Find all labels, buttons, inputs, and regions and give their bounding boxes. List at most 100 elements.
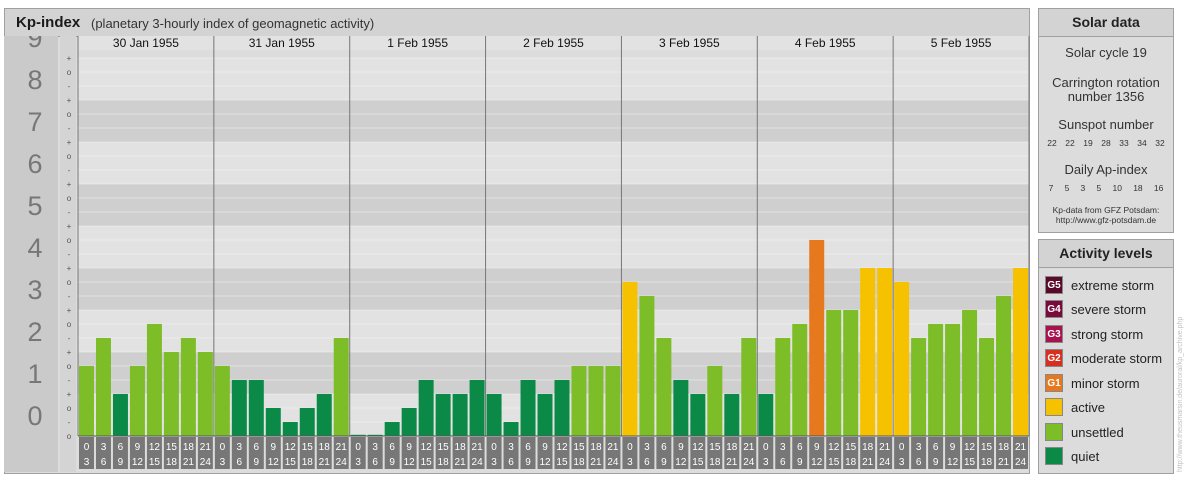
interval-end-label: 15 [285,457,297,468]
legend-item-g2: G2 moderate storm [1045,349,1162,367]
interval-start-label: 0 [84,442,90,453]
legend-swatch: G4 [1045,300,1063,318]
interval-end-label: 24 [472,457,484,468]
interval-start-label: 15 [438,442,450,453]
interval-label-background [503,437,519,469]
kp-bar [792,323,808,436]
y-minor-tick-label: - [68,208,71,217]
interval-end-label: 15 [964,457,976,468]
interval-end-label: 24 [200,457,212,468]
y-minor-tick-label: o [67,278,72,287]
interval-end-label: 3 [355,457,361,468]
interval-start-label: 3 [780,442,786,453]
sunspot-value: 34 [1137,138,1147,148]
interval-label-background [622,437,638,469]
interval-label-background [95,437,111,469]
interval-end-label: 18 [166,457,178,468]
interval-label-background [384,437,400,469]
kp-bar [775,338,791,436]
ap-value: 3 [1080,183,1086,193]
kp-bar [911,338,927,436]
kp-bar [350,434,366,436]
y-minor-tick-label: - [68,376,71,385]
kp-bar [928,323,944,436]
kp-bar [588,365,604,436]
sunspot-value: 32 [1155,138,1165,148]
interval-start-label: 0 [491,442,497,453]
interval-start-label: 6 [933,442,939,453]
kp-bar [452,394,468,436]
interval-label-background [469,437,485,469]
interval-label-background [129,437,145,469]
interval-label-background [163,437,179,469]
interval-start-label: 3 [508,442,514,453]
interval-start-label: 12 [828,442,840,453]
interval-start-label: 9 [135,442,141,453]
y-minor-tick-label: - [68,292,71,301]
kp-bar-chart: 30 Jan 1955 31 Jan 1955 1 Feb 1955 2 Feb 19… [4,36,1030,472]
y-tick-label: 5 [27,191,42,221]
y-minor-tick-label: + [67,264,72,273]
legend-item-quiet: quiet [1045,447,1099,465]
interval-start-label: 21 [1015,442,1027,453]
y-minor-tick-label: + [67,222,72,231]
y-tick-label: 4 [27,233,42,263]
interval-end-label: 15 [421,457,433,468]
interval-label-background [282,437,298,469]
interval-end-label: 21 [590,457,602,468]
interval-end-label: 3 [763,457,769,468]
data-source-link[interactable]: http://www.gfz-potsdam.de [1055,215,1157,225]
interval-label-background [231,437,247,469]
interval-end-label: 6 [372,457,378,468]
interval-end-label: 15 [828,457,840,468]
kp-bar [146,323,162,436]
y-tick-label: 2 [27,317,42,347]
sunspot-value: 33 [1119,138,1129,148]
interval-end-label: 15 [692,457,704,468]
interval-end-label: 24 [336,457,348,468]
y-minor-tick-label: o [67,362,72,371]
plot-band [78,100,1029,142]
y-tick-label: 9 [27,36,42,53]
interval-start-label: 6 [661,442,667,453]
sunspot-value: 28 [1101,138,1111,148]
kp-bar [962,310,978,436]
sunspot-value: 22 [1047,138,1057,148]
interval-start-label: 12 [421,442,433,453]
interval-label-background [809,437,825,469]
kp-bar [741,338,757,436]
y-tick-label: 0 [27,401,42,431]
kp-bar [724,394,740,436]
interval-label-background [452,437,468,469]
kp-bar [435,394,451,436]
y-minor-tick-label: o [67,68,72,77]
interval-end-label: 24 [879,457,891,468]
interval-start-label: 21 [743,442,755,453]
interval-label-background [758,437,774,469]
interval-label-background [775,437,791,469]
kp-bar [945,323,961,436]
interval-end-label: 21 [183,457,195,468]
interval-label-background [741,437,757,469]
interval-end-label: 6 [644,457,650,468]
kp-bar [316,394,332,436]
data-source-line-1: Kp-data from GFZ Potsdam: [1052,205,1160,215]
y-minor-tick-label: o [67,194,72,203]
kp-bar [673,380,689,436]
interval-start-label: 9 [678,442,684,453]
y-minor-tick-label: - [68,124,71,133]
interval-start-label: 0 [627,442,633,453]
interval-end-label: 18 [981,457,993,468]
legend-swatch: G1 [1045,374,1063,392]
legend-swatch [1045,398,1063,416]
ap-value: 5 [1064,183,1070,193]
kp-bar [180,338,196,436]
interval-end-label: 21 [319,457,331,468]
y-minor-tick-label: + [67,348,72,357]
legend-item-active: active [1045,398,1105,416]
kp-bar [826,310,842,436]
interval-label-background [520,437,536,469]
day-label: 4 Feb 1955 [795,36,856,50]
interval-label-background [367,437,383,469]
interval-start-label: 3 [916,442,922,453]
